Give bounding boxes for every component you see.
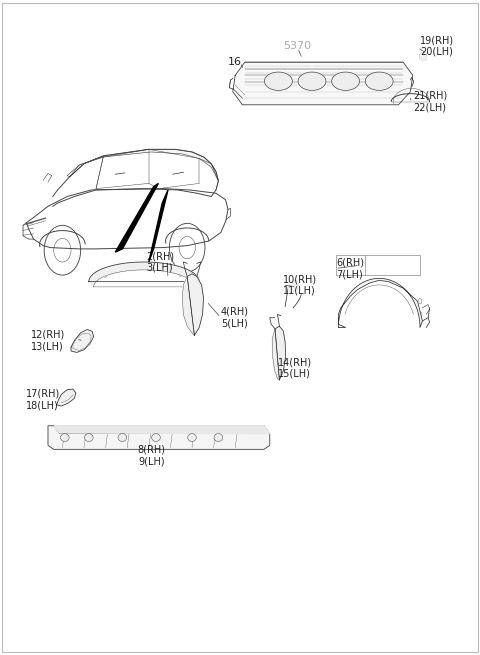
Polygon shape (233, 62, 413, 105)
Text: 4(RH)
5(LH): 4(RH) 5(LH) (221, 307, 249, 328)
Ellipse shape (188, 434, 196, 441)
Bar (336, 255, 420, 275)
Polygon shape (272, 326, 286, 380)
Ellipse shape (332, 72, 360, 90)
Ellipse shape (298, 72, 326, 90)
Text: 17(RH)
18(LH): 17(RH) 18(LH) (26, 389, 60, 410)
Ellipse shape (152, 434, 160, 441)
Polygon shape (54, 426, 270, 434)
Polygon shape (57, 389, 76, 406)
Ellipse shape (60, 434, 69, 441)
Text: 5370: 5370 (284, 41, 312, 51)
Text: 2(RH)
3(LH): 2(RH) 3(LH) (146, 252, 175, 272)
Ellipse shape (118, 434, 127, 441)
Ellipse shape (214, 434, 223, 441)
Text: 12(RH)
13(LH): 12(RH) 13(LH) (31, 330, 65, 351)
Text: 8(RH)
9(LH): 8(RH) 9(LH) (137, 445, 165, 466)
Text: 19(RH)
20(LH): 19(RH) 20(LH) (420, 35, 454, 56)
Text: 16: 16 (228, 57, 242, 67)
Text: 21(RH)
22(LH): 21(RH) 22(LH) (413, 91, 447, 112)
Polygon shape (338, 278, 422, 328)
Ellipse shape (264, 72, 292, 90)
Polygon shape (71, 329, 94, 352)
Polygon shape (115, 183, 158, 252)
Polygon shape (89, 262, 199, 287)
Polygon shape (420, 52, 426, 61)
Text: 6(RH)
7(LH): 6(RH) 7(LH) (336, 258, 364, 279)
Ellipse shape (365, 72, 393, 90)
Polygon shape (182, 274, 204, 335)
Text: 10(RH)
11(LH): 10(RH) 11(LH) (283, 274, 317, 295)
Polygon shape (48, 426, 270, 449)
Polygon shape (149, 190, 168, 262)
Polygon shape (288, 280, 299, 292)
Ellipse shape (84, 434, 93, 441)
Polygon shape (67, 149, 218, 181)
Text: 14(RH)
15(LH): 14(RH) 15(LH) (278, 358, 312, 379)
